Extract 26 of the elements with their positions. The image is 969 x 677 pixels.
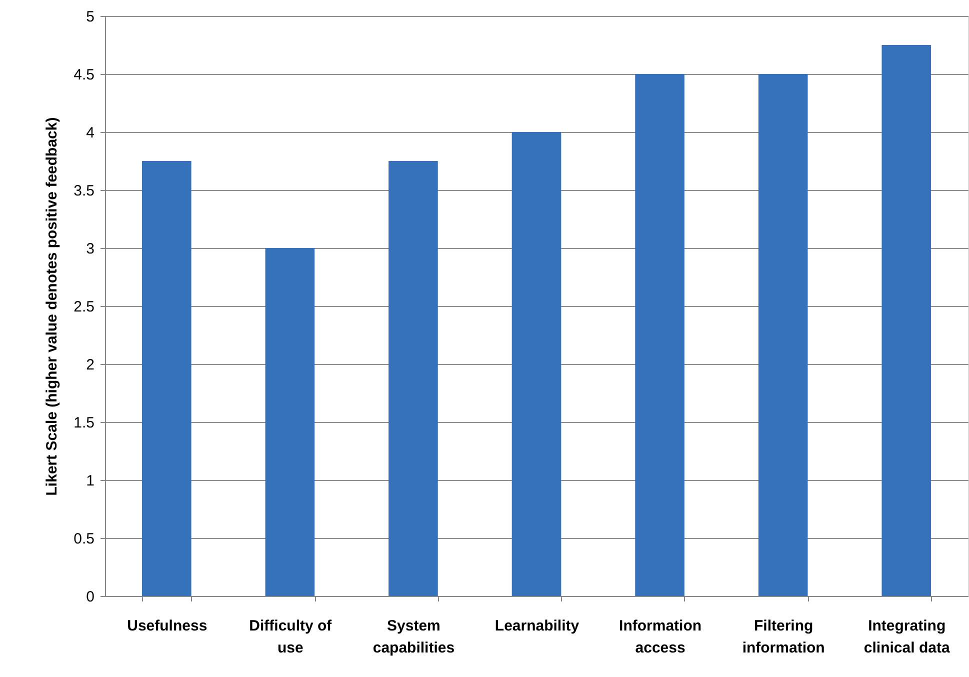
y-tick-label: 1: [86, 472, 94, 490]
x-tick-label: Learnability: [494, 618, 580, 634]
y-tick-label: 4: [86, 124, 94, 142]
y-tick-label: 2.5: [74, 298, 94, 316]
x-tick-label: System capabilities: [372, 618, 455, 656]
bar: [142, 161, 192, 596]
bar: [388, 161, 438, 596]
y-tick-label: 1.5: [74, 414, 94, 432]
x-tick-label: Filtering information: [742, 618, 825, 656]
y-tick-label: 4.5: [74, 66, 94, 84]
bar: [882, 45, 932, 596]
y-tick-label: 5: [86, 8, 94, 26]
y-axis-title: Likert Scale (higher value denotes positive feedback): [44, 117, 61, 496]
y-tick-label: 2: [86, 356, 94, 374]
bar: [265, 248, 315, 596]
y-tick-label: 3: [86, 240, 94, 258]
bar: [512, 132, 562, 596]
x-tick-label: Usefulness: [127, 618, 208, 634]
y-tick-label: 0: [86, 588, 94, 606]
y-tick-label: 3.5: [74, 182, 94, 200]
bar: [758, 74, 808, 596]
x-tick-label: Difficulty of use: [249, 618, 333, 656]
y-tick-label: 0.5: [74, 530, 94, 548]
x-tick-label: Integrating clinical data: [864, 618, 950, 656]
bar: [635, 74, 684, 596]
x-tick-label: Information access: [619, 618, 702, 656]
